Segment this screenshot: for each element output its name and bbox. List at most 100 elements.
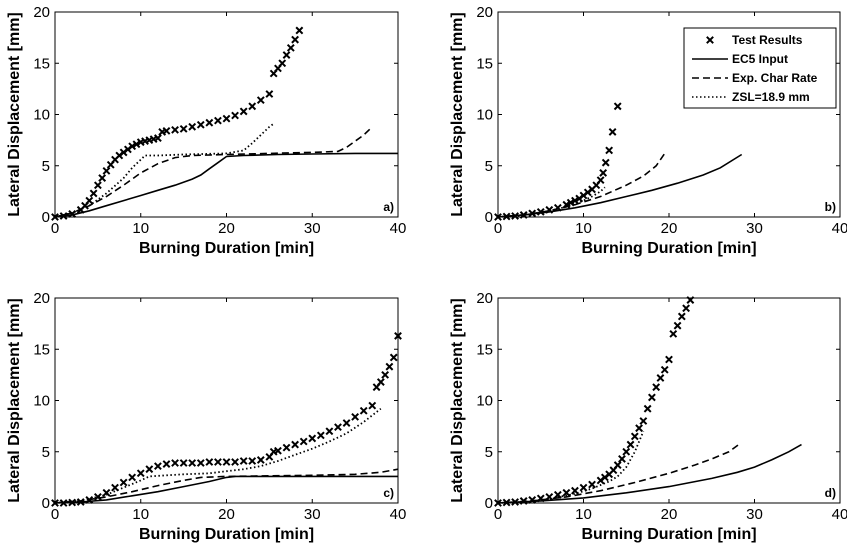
x-tick-label: 40 [390,506,407,523]
x-tick-label: 30 [304,220,321,237]
data-point [145,465,154,474]
y-tick-label: 5 [485,158,493,175]
x-tick-label: 40 [832,506,847,523]
data-point [205,118,214,127]
y-tick-label: 15 [476,55,493,72]
data-point [376,378,385,386]
x-tick-label: 20 [661,506,678,523]
data-point [673,321,682,330]
data-point [222,114,231,123]
series-line-exp-char-rate [497,442,741,504]
panel-label: b) [825,200,836,214]
y-tick-label: 20 [476,4,493,21]
data-point [214,116,222,125]
data-point [222,458,231,466]
series-line-ec5-input [497,153,743,218]
y-tick-label: 0 [485,495,493,512]
data-point [325,427,334,436]
y-tick-label: 10 [476,107,493,124]
series-line-ec5-input [54,475,398,504]
data-point [643,404,652,413]
legend-label: Exp. Char Rate [732,71,818,85]
x-tick-label: 10 [575,220,592,237]
panel-c: 0 10 20 30 40 0 5 10 15 20 Burning Duration [min] L… [6,290,406,543]
data-point [248,102,257,111]
data-point [665,355,673,364]
plot-area-c [54,297,399,504]
legend: Test Results EC5 Input Exp. Char Rate ZSL=1… [683,27,837,109]
data-point [571,486,579,495]
data-point [605,146,614,155]
data-point [359,406,368,415]
data-point [265,90,274,98]
x-axis-label: Burning Duration [min] [581,240,756,257]
panel-a: 0 10 20 30 40 0 5 10 15 20 Burning Duration [min] L… [6,4,406,257]
y-axis-label: Lateral Displacement [mm] [6,12,23,217]
data-point [119,478,128,487]
y-tick-label: 0 [42,495,50,512]
y-axis-label: Lateral Displacement [mm] [449,12,466,217]
data-point [618,455,626,463]
y-tick-label: 10 [476,393,493,410]
data-point [196,120,205,129]
series-line-ec5-input [497,443,802,504]
data-point [162,460,171,468]
data-point [179,459,188,467]
y-tick-label: 5 [485,444,493,461]
plot-area-d [497,297,841,504]
y-tick-label: 5 [42,444,50,461]
data-point [286,43,295,52]
data-point [630,432,639,441]
data-point [188,122,197,131]
x-tick-label: 40 [390,220,407,237]
data-point [601,158,610,167]
data-point [316,431,325,440]
data-point [308,434,317,443]
data-point [136,469,145,478]
data-point [588,480,596,489]
data-point [536,207,545,216]
data-point [394,332,402,340]
series-line-zsl-18-9-mm [497,186,606,218]
y-tick-label: 15 [33,341,50,358]
series-test-results [494,102,622,221]
series-test-results [51,26,304,221]
data-point [613,461,622,469]
x-tick-label: 20 [661,220,678,237]
data-point [686,296,695,304]
data-point [205,458,214,466]
data-point [278,59,287,68]
data-point [282,443,291,452]
y-tick-label: 20 [476,290,493,307]
data-point [98,174,107,182]
legend-label: ZSL=18.9 mm [732,90,810,104]
legend-label: Test Results [732,33,803,47]
x-tick-label: 0 [494,220,502,237]
data-point [93,181,102,190]
data-point [660,365,669,374]
data-point [196,459,205,467]
series-line-zsl-18-9-mm [54,407,382,504]
y-tick-label: 0 [485,209,493,226]
data-point [85,196,94,205]
y-tick-label: 20 [33,290,50,307]
y-tick-label: 10 [33,393,50,410]
data-point [239,457,248,465]
data-point [239,107,248,116]
x-tick-label: 0 [51,220,59,237]
data-point [171,459,179,467]
data-point [89,189,98,198]
x-tick-label: 20 [218,506,235,523]
data-point [128,142,137,151]
data-point [214,458,222,466]
data-point [596,176,605,185]
data-point [291,440,300,449]
series-line-exp-char-rate [54,468,399,504]
data-point [652,383,661,392]
data-point [153,134,162,142]
data-point [608,128,617,136]
y-tick-label: 15 [476,341,493,358]
data-point [179,124,188,133]
data-point [291,35,300,44]
data-point [599,169,608,177]
